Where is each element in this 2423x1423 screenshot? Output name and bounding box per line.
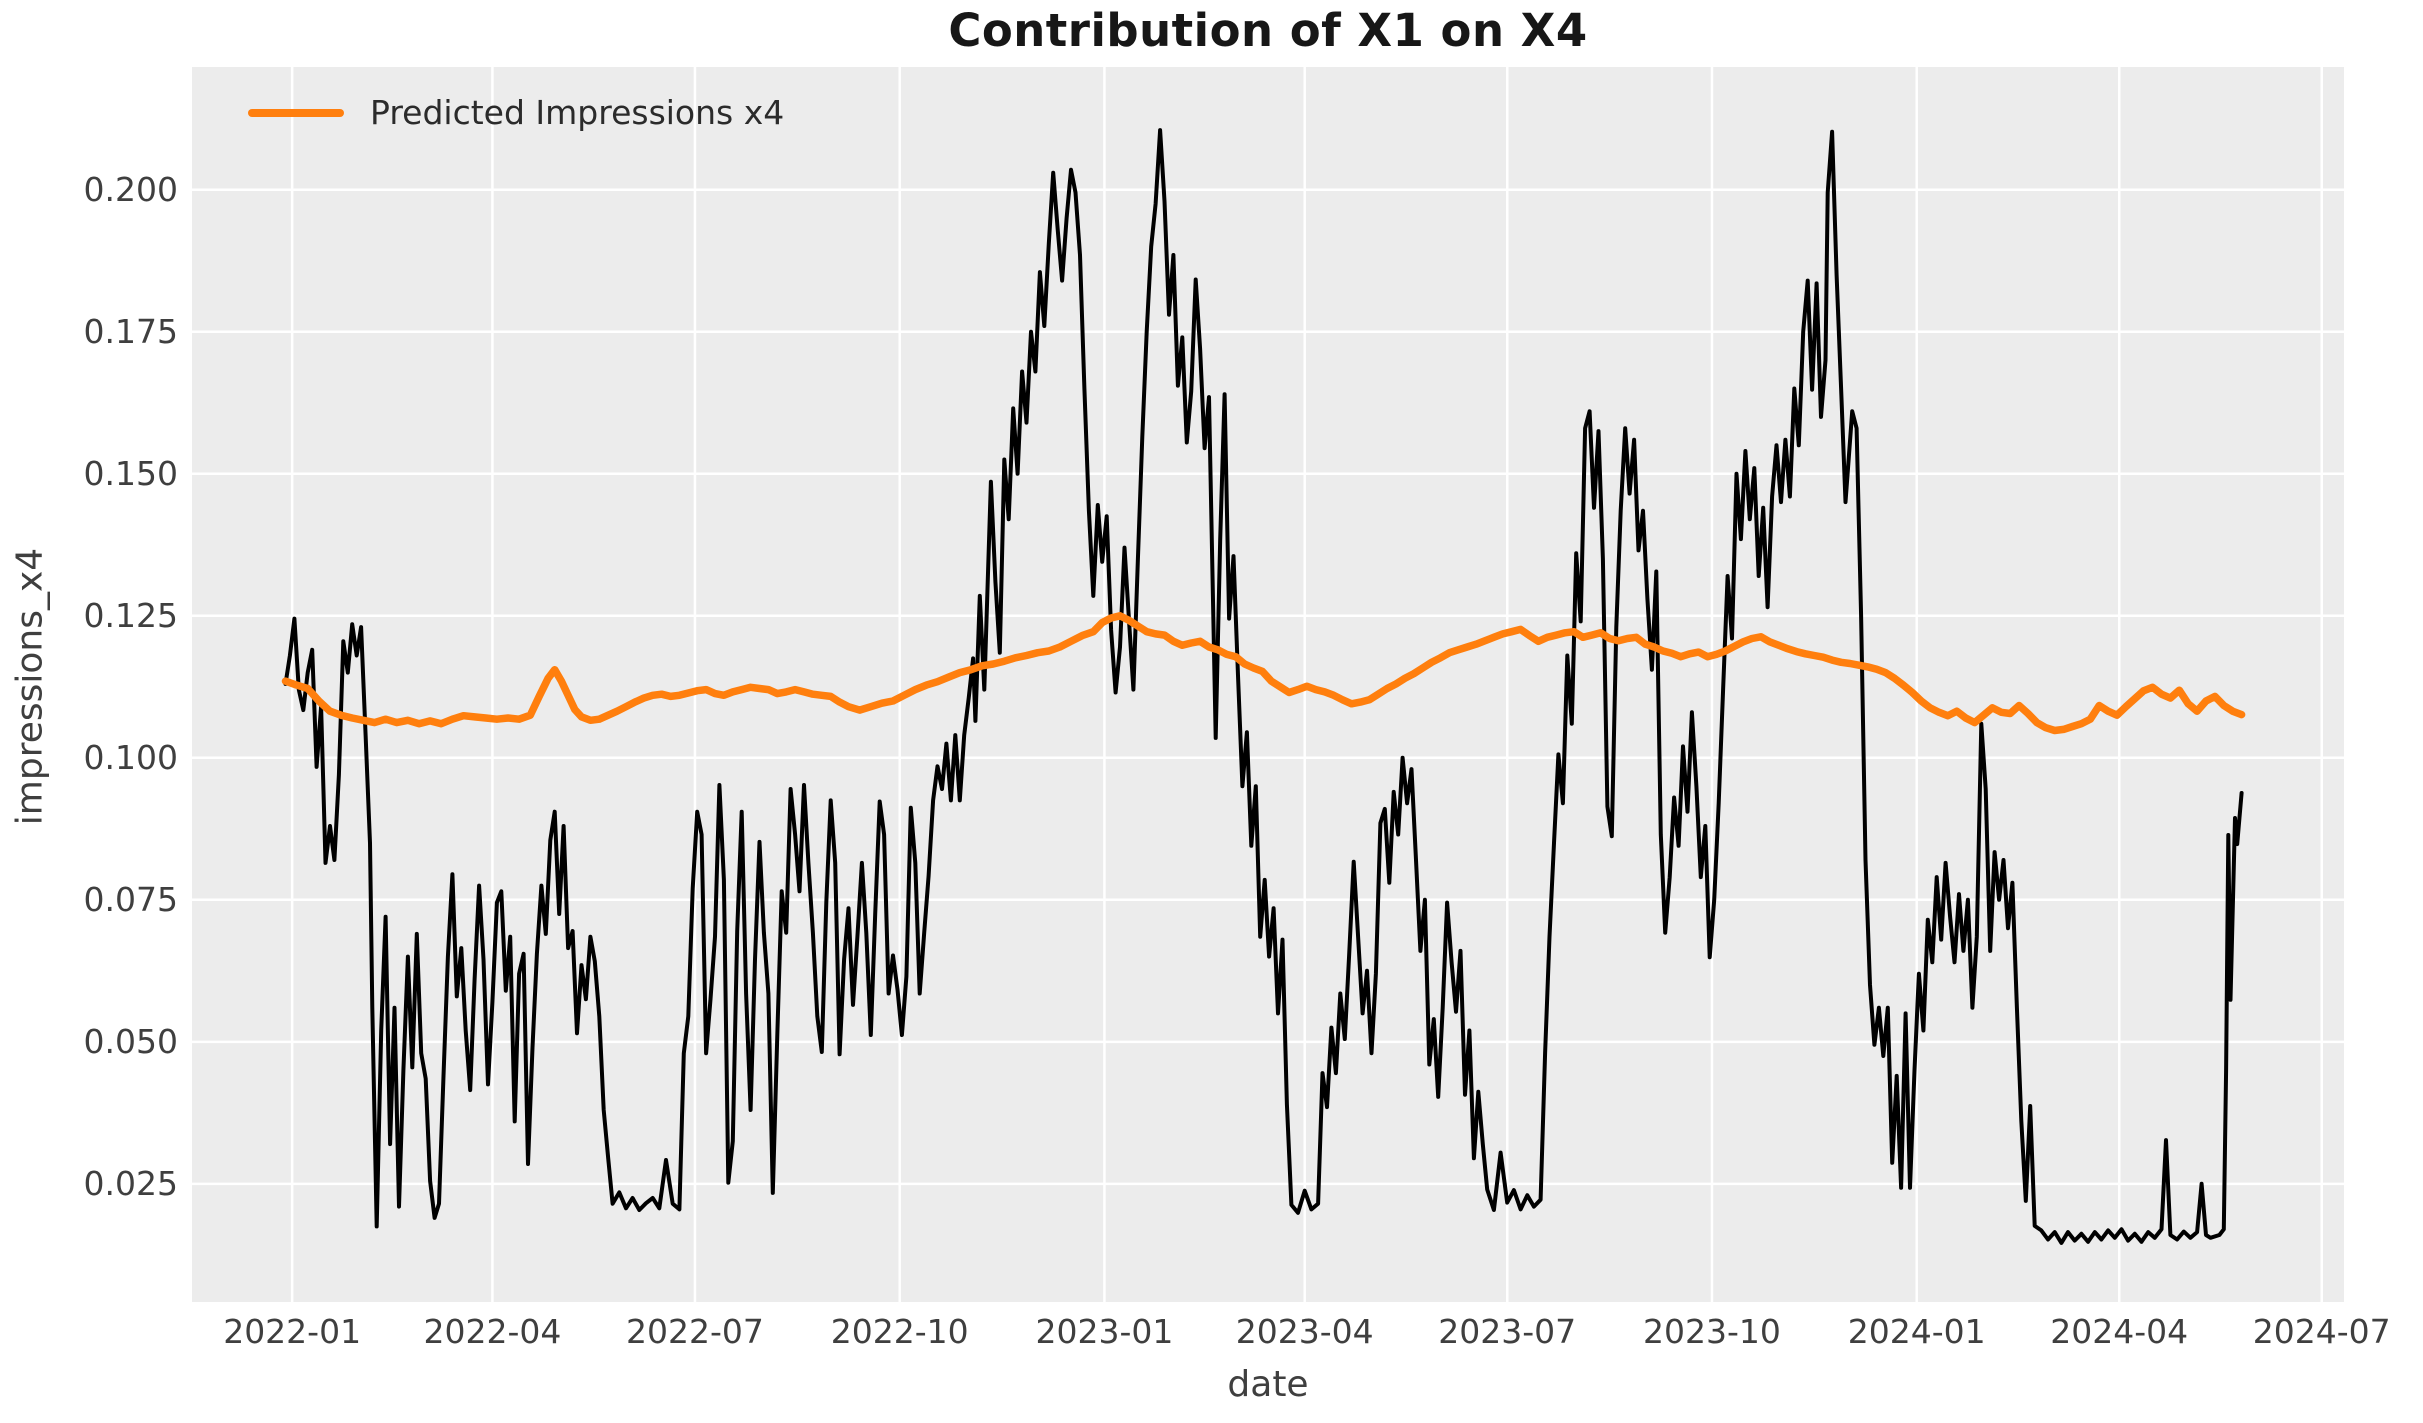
- legend: Predicted Impressions x4: [248, 93, 784, 133]
- y-tick-label: 0.025: [83, 1163, 178, 1203]
- y-tick-label: 0.125: [83, 595, 178, 635]
- x-tick-label: 2024-01: [1847, 1312, 1986, 1351]
- y-tick-label: 0.050: [83, 1021, 178, 1061]
- x-tick-label: 2023-04: [1235, 1312, 1374, 1351]
- legend-label: Predicted Impressions x4: [370, 93, 785, 132]
- x-tick-label: 2022-01: [223, 1312, 362, 1351]
- chart-canvas: [192, 67, 2344, 1302]
- x-axis-label: date: [1227, 1364, 1309, 1405]
- series-line-impressions-x4: [283, 128, 2244, 1245]
- y-tick-label: 0.200: [83, 169, 178, 209]
- plot-area: Predicted Impressions x4: [192, 67, 2344, 1302]
- x-tick-label: 2022-07: [625, 1312, 764, 1351]
- x-tick-label: 2024-04: [2050, 1312, 2189, 1351]
- y-tick-label: 0.175: [83, 311, 178, 351]
- x-tick-label: 2023-07: [1438, 1312, 1577, 1351]
- x-tick-label: 2022-04: [423, 1312, 562, 1351]
- x-tick-label: 2022-10: [830, 1312, 969, 1351]
- chart-title: Contribution of X1 on X4: [948, 4, 1588, 57]
- x-tick-label: 2023-01: [1035, 1312, 1174, 1351]
- y-tick-label: 0.150: [83, 453, 178, 493]
- y-axis-label: impressions_x4: [9, 547, 51, 826]
- y-tick-label: 0.100: [83, 737, 178, 777]
- x-tick-label: 2024-07: [2252, 1312, 2391, 1351]
- y-tick-label: 0.075: [83, 879, 178, 919]
- x-tick-label: 2023-10: [1643, 1312, 1781, 1351]
- series-line-predicted-impressions-x4: [281, 612, 2246, 735]
- legend-line-swatch: [248, 109, 344, 117]
